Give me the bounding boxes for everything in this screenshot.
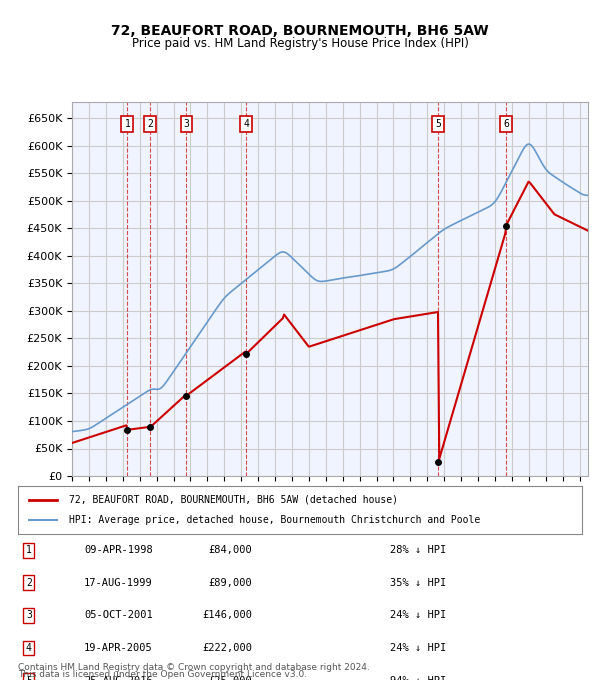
- Text: 17-AUG-1999: 17-AUG-1999: [84, 578, 153, 588]
- Text: 1: 1: [26, 545, 32, 555]
- Text: This data is licensed under the Open Government Licence v3.0.: This data is licensed under the Open Gov…: [18, 670, 307, 679]
- Text: £222,000: £222,000: [202, 643, 252, 653]
- Text: Contains HM Land Registry data © Crown copyright and database right 2024.: Contains HM Land Registry data © Crown c…: [18, 663, 370, 672]
- Text: 24% ↓ HPI: 24% ↓ HPI: [390, 611, 446, 620]
- Text: £146,000: £146,000: [202, 611, 252, 620]
- Text: 2: 2: [26, 578, 32, 588]
- Text: 1: 1: [124, 119, 130, 129]
- Text: 4: 4: [244, 119, 249, 129]
- Text: 72, BEAUFORT ROAD, BOURNEMOUTH, BH6 5AW (detached house): 72, BEAUFORT ROAD, BOURNEMOUTH, BH6 5AW …: [69, 494, 398, 505]
- Text: 3: 3: [184, 119, 190, 129]
- Text: 19-APR-2005: 19-APR-2005: [84, 643, 153, 653]
- Text: 05-OCT-2001: 05-OCT-2001: [84, 611, 153, 620]
- Text: 5: 5: [436, 119, 441, 129]
- Text: 35% ↓ HPI: 35% ↓ HPI: [390, 578, 446, 588]
- Text: 3: 3: [26, 611, 32, 620]
- Text: HPI: Average price, detached house, Bournemouth Christchurch and Poole: HPI: Average price, detached house, Bour…: [69, 515, 480, 526]
- Text: 24% ↓ HPI: 24% ↓ HPI: [390, 643, 446, 653]
- Text: 94% ↓ HPI: 94% ↓ HPI: [390, 676, 446, 680]
- Text: £84,000: £84,000: [208, 545, 252, 555]
- Text: £89,000: £89,000: [208, 578, 252, 588]
- Text: 2: 2: [148, 119, 153, 129]
- Text: 09-APR-1998: 09-APR-1998: [84, 545, 153, 555]
- Text: 6: 6: [503, 119, 509, 129]
- Text: 5: 5: [26, 676, 32, 680]
- Text: Price paid vs. HM Land Registry's House Price Index (HPI): Price paid vs. HM Land Registry's House …: [131, 37, 469, 50]
- Text: 28% ↓ HPI: 28% ↓ HPI: [390, 545, 446, 555]
- Text: 4: 4: [26, 643, 32, 653]
- Text: 25-AUG-2016: 25-AUG-2016: [84, 676, 153, 680]
- Text: £25,000: £25,000: [208, 676, 252, 680]
- Text: 72, BEAUFORT ROAD, BOURNEMOUTH, BH6 5AW: 72, BEAUFORT ROAD, BOURNEMOUTH, BH6 5AW: [111, 24, 489, 38]
